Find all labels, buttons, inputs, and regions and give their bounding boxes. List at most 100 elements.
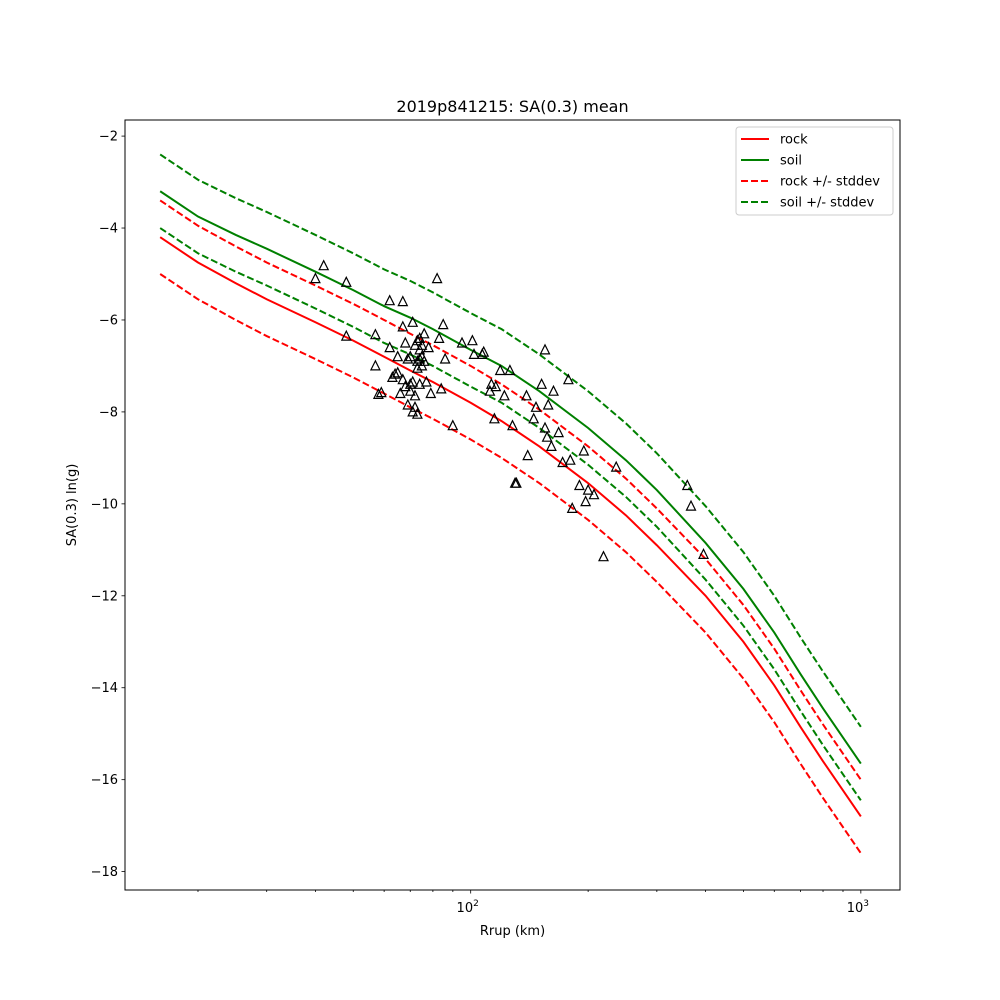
observation-point bbox=[536, 377, 548, 389]
y-tick-label: −4 bbox=[99, 222, 118, 237]
observation-point bbox=[521, 389, 532, 401]
y-tick-label: −10 bbox=[91, 497, 118, 512]
observation-point bbox=[573, 479, 585, 491]
observation-point bbox=[507, 419, 518, 431]
observation-point bbox=[468, 348, 480, 359]
observation-point bbox=[369, 359, 381, 371]
observation-point bbox=[372, 388, 384, 399]
series-line-1 bbox=[159, 190, 862, 765]
observation-point bbox=[528, 412, 540, 424]
observation-point bbox=[494, 364, 506, 376]
observation-point bbox=[490, 380, 502, 392]
y-tick-label: −14 bbox=[91, 681, 118, 696]
observation-point bbox=[498, 389, 510, 401]
observation-point bbox=[404, 350, 416, 362]
x-axis: 102 103 bbox=[197, 890, 869, 916]
observation-point bbox=[416, 338, 428, 350]
legend-label: soil bbox=[780, 154, 802, 169]
observation-point bbox=[409, 400, 421, 412]
observation-point bbox=[582, 483, 594, 495]
observation-point bbox=[588, 488, 600, 500]
legend-label: soil +/- stddev bbox=[780, 196, 875, 211]
observation-point bbox=[309, 272, 321, 284]
observation-point bbox=[414, 352, 426, 364]
observation-point bbox=[394, 387, 406, 399]
observation-point bbox=[407, 375, 419, 387]
observation-point bbox=[340, 275, 352, 287]
series-layer bbox=[159, 153, 862, 854]
observation-point bbox=[685, 499, 697, 511]
observation-point bbox=[433, 332, 445, 343]
observation-point bbox=[397, 295, 409, 307]
legend-label: rock bbox=[780, 133, 808, 148]
series-line-0 bbox=[159, 236, 862, 818]
y-tick-label: −18 bbox=[91, 865, 118, 880]
observation-point bbox=[485, 377, 497, 389]
observation-point bbox=[402, 352, 414, 364]
observation-point bbox=[414, 377, 426, 389]
observation-point bbox=[681, 479, 693, 491]
observation-point bbox=[598, 550, 609, 562]
observation-point bbox=[435, 382, 447, 394]
observation-point bbox=[409, 389, 421, 401]
series-line-5 bbox=[159, 227, 862, 801]
observation-point bbox=[610, 460, 622, 472]
observation-point bbox=[418, 327, 430, 339]
observations-layer bbox=[309, 259, 709, 562]
observation-point bbox=[397, 320, 409, 332]
observation-point bbox=[539, 421, 551, 433]
observation-point bbox=[488, 412, 500, 424]
observation-point bbox=[439, 352, 451, 364]
y-tick-label: −16 bbox=[91, 773, 118, 788]
observation-point bbox=[504, 364, 516, 376]
observation-point bbox=[580, 495, 592, 507]
observation-point bbox=[447, 419, 459, 431]
plot-frame bbox=[124, 119, 901, 891]
observation-point bbox=[340, 329, 352, 341]
observation-point bbox=[566, 502, 578, 514]
observation-point bbox=[562, 373, 574, 385]
chart-title: 2019p841215: SA(0.3) mean bbox=[396, 97, 628, 116]
y-axis: −18 −16 −14 −12 −10 −8 −6 −4 −2 bbox=[91, 130, 125, 880]
observation-point bbox=[411, 407, 423, 419]
observation-point bbox=[404, 384, 416, 396]
series-line-3 bbox=[159, 273, 862, 854]
observation-point bbox=[411, 361, 423, 373]
observation-point bbox=[510, 476, 522, 488]
observation-point bbox=[564, 453, 576, 465]
observation-point bbox=[384, 341, 396, 353]
legend: rock soil rock +/- stddev soil +/- stddev bbox=[735, 126, 894, 216]
observation-point bbox=[698, 548, 709, 560]
observation-point bbox=[392, 366, 404, 378]
legend-label: rock +/- stddev bbox=[780, 175, 880, 190]
observation-point bbox=[402, 398, 414, 410]
observation-point bbox=[418, 354, 430, 366]
observation-point bbox=[530, 400, 542, 412]
y-tick-label: −2 bbox=[99, 130, 118, 145]
observation-point bbox=[539, 343, 551, 355]
x-tick-label: 102 bbox=[457, 899, 479, 916]
y-tick-label: −12 bbox=[91, 589, 118, 604]
observation-point bbox=[318, 259, 330, 271]
observation-point bbox=[431, 272, 443, 284]
observation-point bbox=[411, 334, 423, 346]
observation-point bbox=[407, 315, 419, 327]
observation-point bbox=[548, 384, 559, 396]
observation-point bbox=[466, 334, 478, 346]
observation-point bbox=[397, 373, 409, 385]
x-tick-label: 103 bbox=[847, 899, 869, 916]
observation-point bbox=[389, 367, 401, 379]
x-axis-label: Rrup (km) bbox=[480, 924, 545, 939]
observation-point bbox=[578, 444, 590, 456]
observation-point bbox=[545, 440, 557, 451]
series-line-2 bbox=[159, 199, 862, 781]
observation-point bbox=[541, 430, 553, 442]
observation-point bbox=[557, 456, 569, 468]
observation-point bbox=[404, 377, 416, 389]
observation-point bbox=[420, 375, 432, 387]
y-tick-label: −6 bbox=[99, 313, 118, 328]
observation-point bbox=[522, 449, 534, 461]
observation-point bbox=[553, 426, 565, 438]
y-tick-label: −8 bbox=[99, 405, 118, 420]
